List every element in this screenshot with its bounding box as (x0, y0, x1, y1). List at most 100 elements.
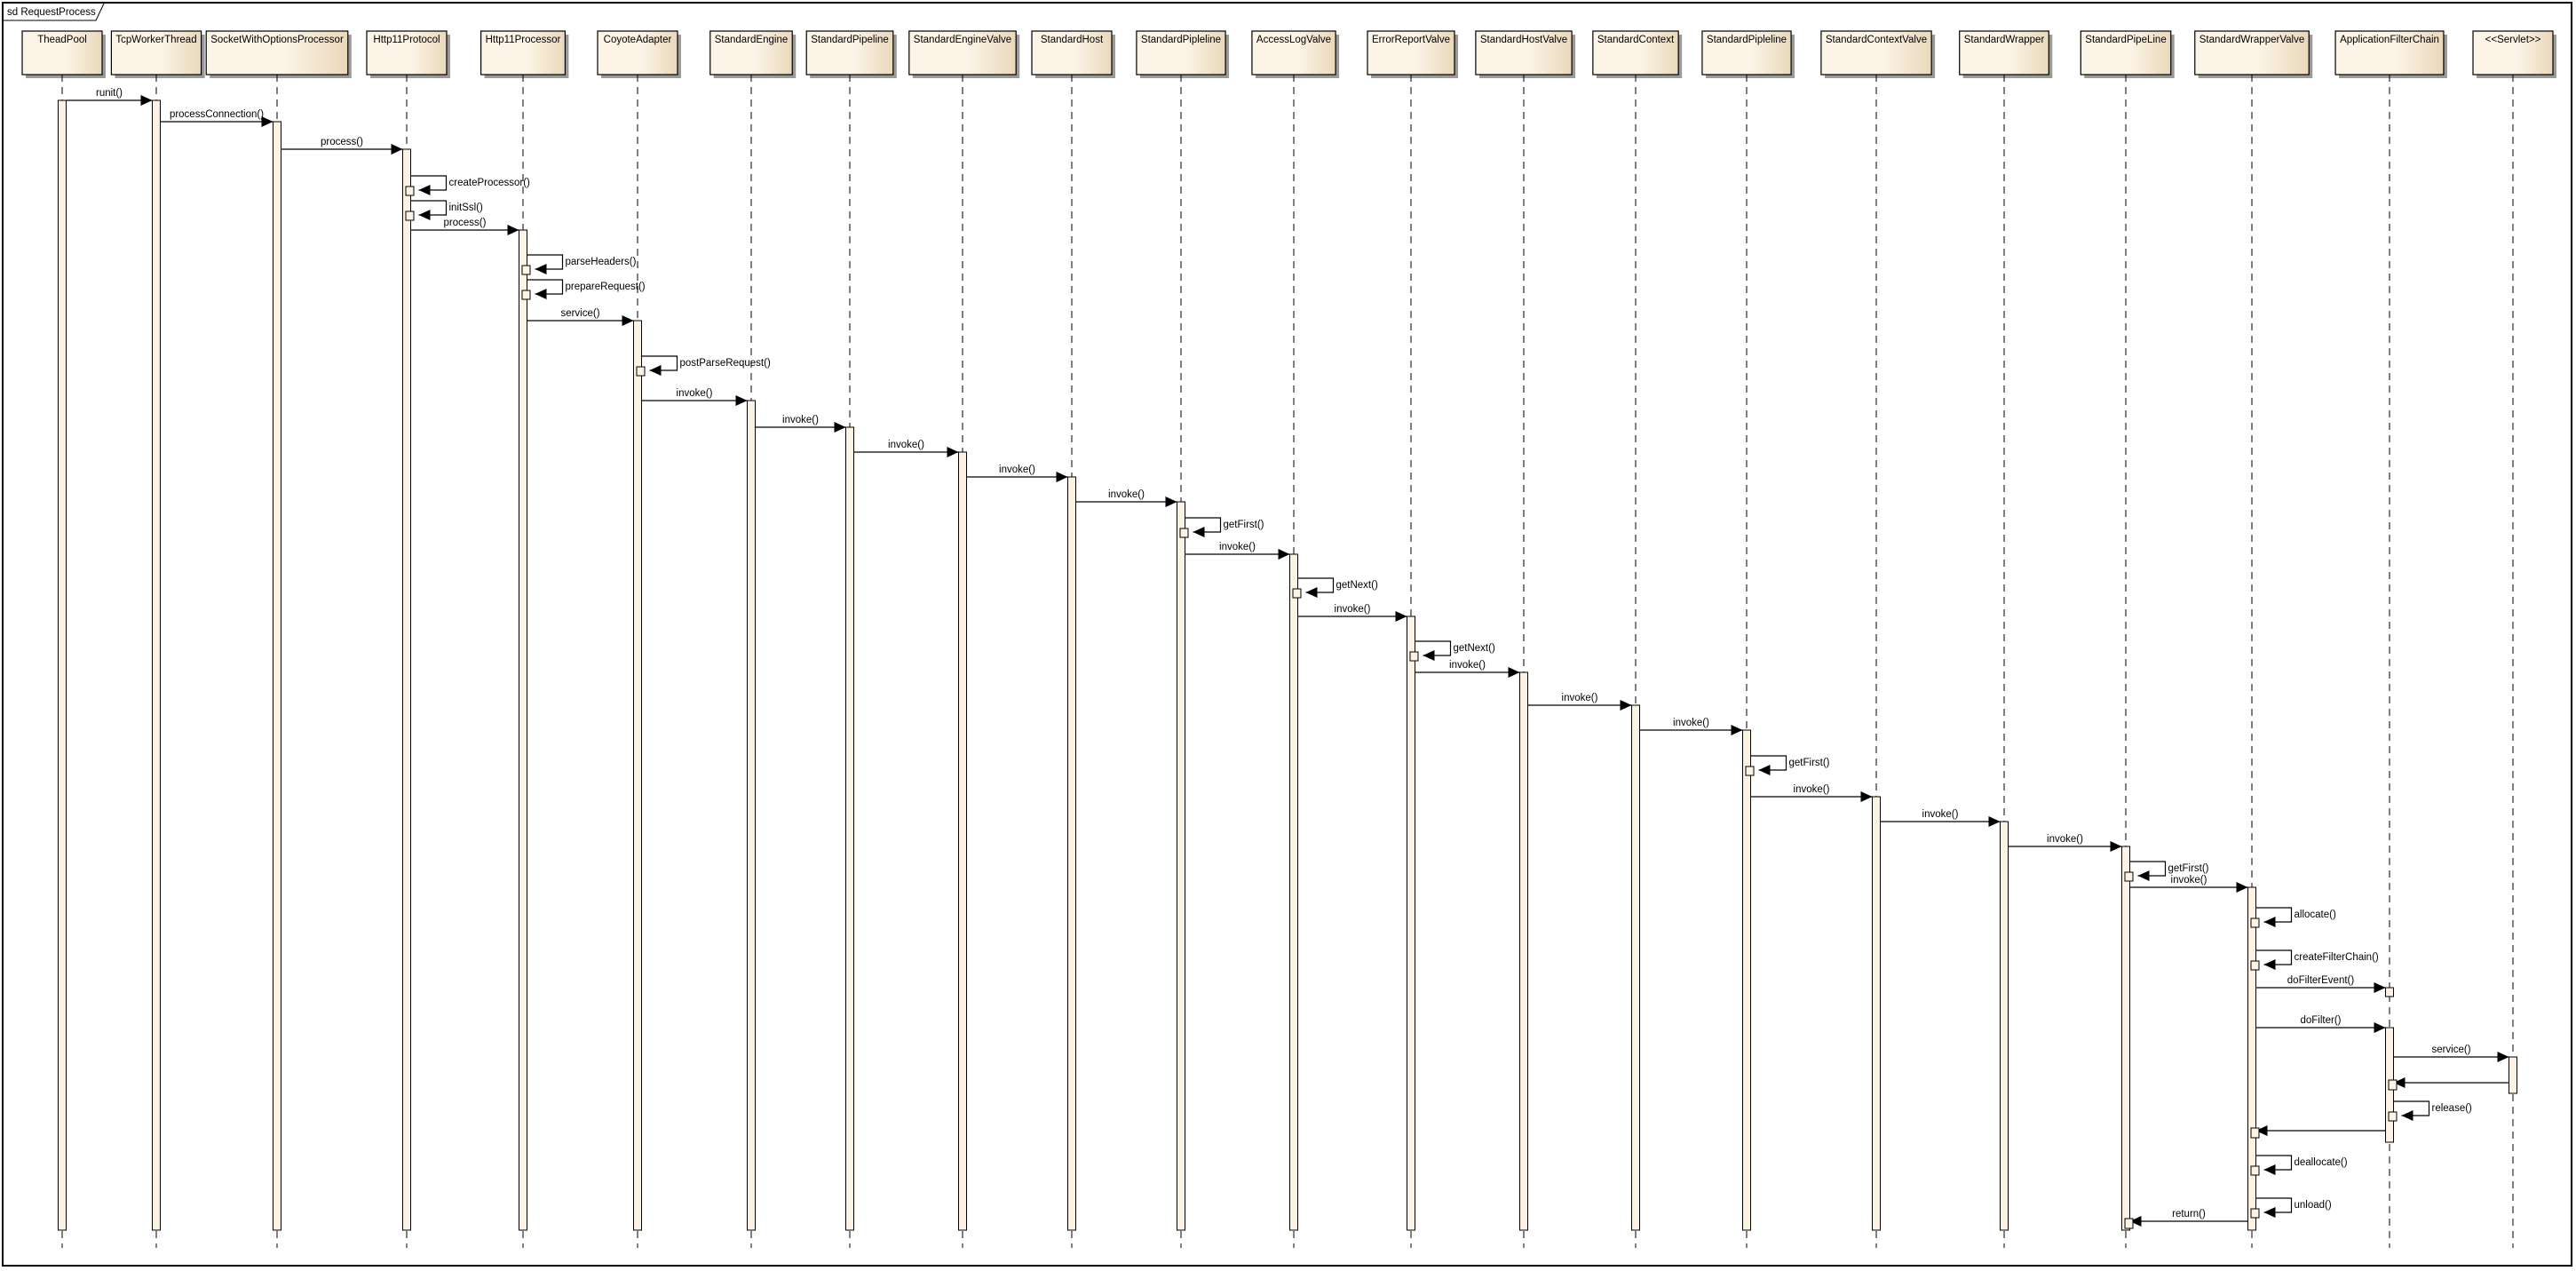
arrowhead-icon (2393, 1077, 2406, 1088)
lifeline-head[interactable] (1475, 30, 1573, 75)
lifeline-head[interactable] (908, 30, 1017, 75)
message-self[interactable]: getFirst() (2124, 861, 2209, 882)
lifeline-name: TcpWorkerThread (115, 35, 196, 45)
message-call[interactable]: invoke() (1639, 718, 1743, 735)
lifeline-head[interactable] (1701, 30, 1792, 75)
lifeline-head[interactable] (21, 30, 103, 75)
lifeline: StandardContextValve (1820, 30, 1936, 1248)
message-call[interactable]: invoke() (2008, 834, 2122, 852)
arrowhead-icon (2263, 1164, 2276, 1175)
message-call[interactable]: invoke() (966, 465, 1068, 482)
message-label: deallocate() (2295, 1157, 2348, 1168)
message-call[interactable]: invoke() (1297, 604, 1407, 622)
message-self[interactable]: unload() (2250, 1197, 2332, 1219)
activation-bar (845, 426, 854, 1231)
message-call[interactable]: processConnection() (160, 109, 273, 127)
message-call[interactable]: invoke() (1880, 809, 2001, 827)
message-call[interactable]: invoke() (1527, 693, 1632, 711)
self-call-line (1750, 755, 1787, 771)
self-call-line (641, 355, 678, 371)
message-call[interactable]: process() (281, 137, 403, 155)
arrowhead-icon (2374, 1022, 2386, 1033)
message-return[interactable]: return() (2124, 1209, 2248, 1229)
message-self[interactable]: createFilterChain() (2250, 949, 2379, 971)
message-self[interactable]: postParseRequest() (636, 355, 771, 377)
activation-bar (152, 99, 161, 1231)
self-call-activation (1409, 651, 1419, 662)
lifeline-head[interactable] (480, 30, 566, 75)
message-self[interactable]: deallocate() (2250, 1155, 2348, 1176)
message-self[interactable]: getFirst() (1179, 517, 1264, 538)
lifeline-head[interactable] (205, 30, 349, 75)
self-call-line (2393, 1100, 2430, 1116)
message-call[interactable]: runit() (66, 88, 153, 106)
self-call-activation (2124, 871, 2134, 882)
message-call[interactable]: invoke() (853, 440, 959, 457)
message-call[interactable]: service() (2393, 1045, 2509, 1062)
message-self[interactable]: allocate() (2250, 907, 2336, 928)
lifeline-head[interactable] (366, 30, 448, 75)
arrowhead-icon (1305, 587, 1318, 598)
message-call[interactable]: invoke() (641, 388, 748, 406)
message-self[interactable]: createProcessor() (405, 175, 530, 196)
activation-bar (958, 451, 967, 1231)
message-label: invoke() (1794, 784, 1830, 795)
message-return[interactable] (2250, 1125, 2386, 1139)
lifeline-head[interactable] (1592, 30, 1679, 75)
message-label: getFirst() (1789, 758, 1830, 768)
arrowhead-icon (1165, 496, 1177, 507)
message-label: getFirst() (2168, 863, 2209, 874)
lifeline-name: SocketWithOptionsProcessor (210, 35, 344, 45)
message-call[interactable]: doFilter() (2255, 1015, 2386, 1033)
lifeline-head[interactable] (597, 30, 678, 75)
message-label: return() (2172, 1209, 2206, 1219)
activation-bar (2121, 846, 2130, 1231)
message-label: postParseRequest() (680, 358, 771, 369)
message-call[interactable]: invoke() (2129, 875, 2248, 893)
message-self[interactable]: initSsl() (405, 200, 484, 221)
activation-bar (2385, 987, 2394, 997)
lifeline-head[interactable] (2472, 30, 2554, 75)
message-self[interactable]: getNext() (1292, 577, 1378, 599)
arrowhead-icon (622, 315, 634, 326)
message-return[interactable] (2388, 1077, 2509, 1091)
message-call[interactable]: doFilterEvent() (2255, 975, 2386, 993)
message-call[interactable]: invoke() (755, 415, 846, 433)
message-label: getNext() (1454, 643, 1495, 654)
lifeline-head[interactable] (2334, 30, 2445, 75)
message-call[interactable]: service() (527, 308, 634, 326)
self-call-activation (2250, 918, 2260, 928)
lifeline-name: StandardContext (1597, 35, 1675, 45)
message-self[interactable]: parseHeaders() (521, 254, 637, 275)
lifeline-head[interactable] (1367, 30, 1455, 75)
self-call-line (1297, 577, 1335, 593)
self-call-activation (636, 366, 646, 377)
lifeline-head[interactable] (2080, 30, 2172, 75)
lifeline: <<Servlet>> (2472, 30, 2556, 1248)
message-call[interactable]: invoke() (1750, 784, 1873, 802)
lifeline-head[interactable] (1959, 30, 2049, 75)
activation-bar (1177, 501, 1185, 1231)
message-label: initSsl() (449, 203, 484, 213)
message-self[interactable]: getNext() (1409, 640, 1495, 662)
arrowhead-icon (140, 95, 153, 106)
message-self[interactable]: getFirst() (1745, 755, 1830, 776)
message-self[interactable]: prepareRequest() (521, 279, 646, 300)
lifeline-head[interactable] (1031, 30, 1113, 75)
lifeline-head[interactable] (1136, 30, 1226, 75)
message-call[interactable]: invoke() (1415, 660, 1520, 678)
lifeline-head[interactable] (805, 30, 894, 75)
arrowhead-icon (391, 144, 403, 155)
message-call[interactable]: process() (410, 218, 519, 235)
arrowhead-icon (1278, 549, 1290, 560)
lifeline-head[interactable] (1820, 30, 1932, 75)
message-label: invoke() (2171, 875, 2207, 886)
self-call-line (1415, 640, 1452, 656)
lifeline-name: <<Servlet>> (2485, 35, 2541, 45)
message-call[interactable]: invoke() (1075, 489, 1177, 507)
arrowhead-icon (1988, 816, 2001, 827)
message-call[interactable]: invoke() (1185, 542, 1290, 560)
activation-bar (2000, 821, 2009, 1231)
message-self[interactable]: release() (2388, 1100, 2472, 1122)
activation-bar (747, 400, 756, 1231)
